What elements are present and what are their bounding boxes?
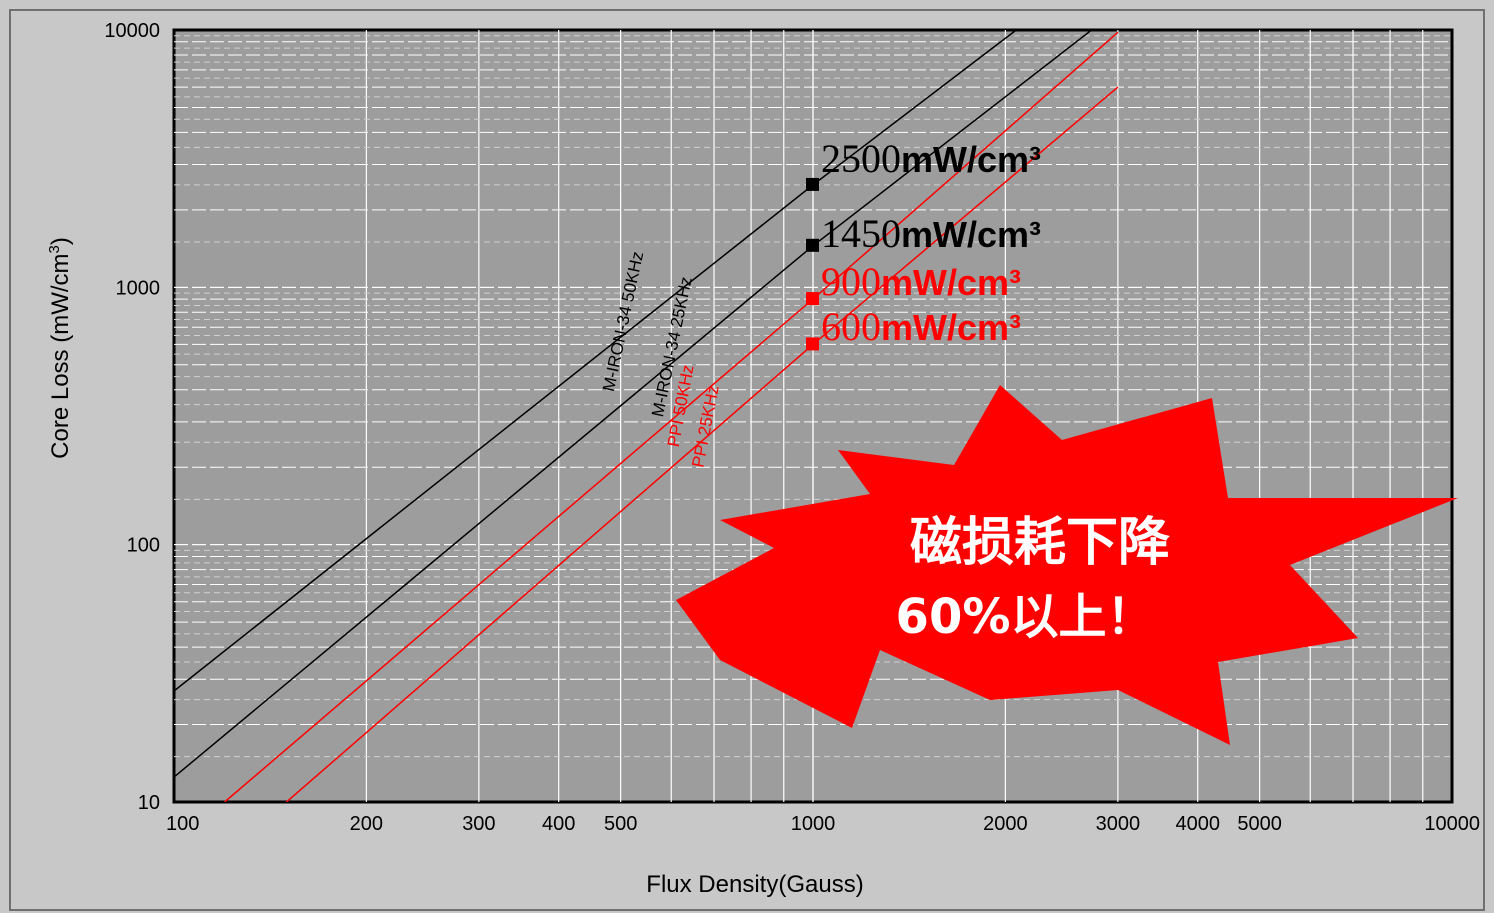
y-tick-label: 1000	[116, 277, 161, 299]
x-tick-label: 1000	[791, 813, 836, 835]
x-tick-label: 300	[462, 813, 495, 835]
annotation-unit: mW/cm³	[881, 307, 1021, 348]
x-axis-title: Flux Density(Gauss)	[646, 871, 863, 898]
x-tick-label: 4000	[1175, 813, 1220, 835]
annotation-value: 2500	[821, 136, 901, 181]
x-tick-label: 3000	[1096, 813, 1141, 835]
x-tick-label: 200	[350, 813, 383, 835]
x-tick-label: 10000	[1424, 813, 1480, 835]
annotation-value: 600	[821, 304, 881, 349]
burst-shape	[676, 385, 1458, 745]
annotation-label: 2500mW/cm³	[821, 136, 1041, 181]
y-tick-label: 100	[127, 535, 160, 557]
x-tick-label: 400	[542, 813, 575, 835]
x-tick-label: 2000	[983, 813, 1028, 835]
annotation-unit: mW/cm³	[901, 214, 1041, 255]
annotation-unit: mW/cm³	[901, 139, 1041, 180]
y-axis-ticks: 10 100 1000 10000	[104, 20, 160, 814]
annotation-value: 1450	[821, 211, 901, 256]
annotation-unit: mW/cm³	[881, 262, 1021, 303]
x-tick-label: 5000	[1237, 813, 1282, 835]
annotation-marker	[806, 238, 819, 252]
annotation-value: 900	[821, 259, 881, 304]
x-axis-ticks: 100 200 300 400 500 1000 2000 3000 4000 5000 10000	[166, 813, 1480, 835]
annotation-label: 1450mW/cm³	[821, 211, 1041, 256]
callout-line-1: 磁损耗下降	[910, 513, 1170, 573]
callout-line-2: 60%以上！	[896, 589, 1155, 645]
y-tick-label: 10	[138, 792, 160, 814]
annotation-label: 900mW/cm³	[821, 259, 1021, 304]
x-tick-label: 500	[604, 813, 637, 835]
y-tick-label: 10000	[104, 20, 160, 42]
annotation-label: 600mW/cm³	[821, 304, 1021, 349]
callout-burst: 磁损耗下降 60%以上！	[676, 385, 1458, 745]
annotation-marker	[806, 292, 819, 306]
y-axis-title: Core Loss (mW/cm3)	[46, 237, 74, 459]
annotation-marker	[806, 177, 819, 191]
annotation-marker	[806, 337, 819, 351]
window-border	[9, 9, 1485, 911]
x-tick-label: 100	[166, 813, 199, 835]
